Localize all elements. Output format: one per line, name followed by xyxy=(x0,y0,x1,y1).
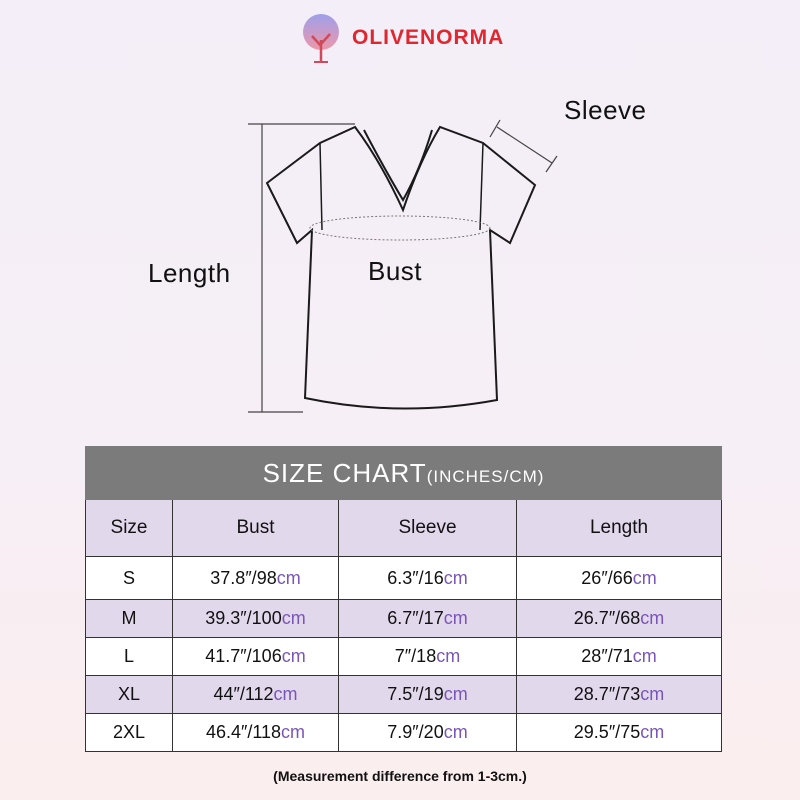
cell-sleeve: 6.3″/16cm xyxy=(338,556,517,600)
unit-label: cm xyxy=(640,684,665,704)
cell-length: 28″/71cm xyxy=(515,637,723,676)
size-chart-title: SIZE CHART(INCHES/CM) xyxy=(84,446,723,500)
table-row: XL 44″/112cm 7.5″/19cm 28.7″/73cm xyxy=(85,675,723,714)
cell-bust: 37.8″/98cm xyxy=(172,556,339,600)
table-row: M 39.3″/100cm 6.7″/17cm 26.7″/68cm xyxy=(85,599,723,638)
tree-logo-icon xyxy=(303,14,339,63)
unit-label: cm xyxy=(640,608,665,628)
unit-label: cm xyxy=(276,567,301,588)
cell-bust: 46.4″/118cm xyxy=(172,713,339,752)
cell-length: 26″/66cm xyxy=(515,556,723,600)
unit-label: cm xyxy=(281,722,306,742)
unit-label: cm xyxy=(443,567,468,588)
brand-name: OLIVENORMA xyxy=(352,26,505,49)
table-row: L 41.7″/106cm 7″/18cm 28″/71cm xyxy=(85,637,723,676)
cell-length: 28.7″/73cm xyxy=(515,675,723,714)
unit-label: cm xyxy=(640,722,665,742)
bust-label: Bust xyxy=(368,256,423,286)
header-sleeve: Sleeve xyxy=(338,499,517,557)
table-row: 2XL 46.4″/118cm 7.9″/20cm 29.5″/75cm xyxy=(85,713,723,752)
cell-sleeve: 7.5″/19cm xyxy=(338,675,517,714)
cell-sleeve: 6.7″/17cm xyxy=(338,599,517,638)
header-length: Length xyxy=(515,499,723,557)
length-label: Length xyxy=(148,258,231,288)
cell-size: XL xyxy=(85,675,173,714)
unit-label: cm xyxy=(443,684,468,704)
cell-length: 26.7″/68cm xyxy=(515,599,723,638)
header-size: Size xyxy=(85,499,173,557)
cell-size: S xyxy=(85,556,173,600)
brand-logo: OLIVENORMA xyxy=(298,10,504,66)
tshirt-diagram xyxy=(248,119,558,413)
cell-bust: 44″/112cm xyxy=(172,675,339,714)
bust-line xyxy=(309,215,491,241)
sleeve-measure-line xyxy=(489,119,558,173)
cell-size: 2XL xyxy=(85,713,173,752)
cell-bust: 39.3″/100cm xyxy=(172,599,339,638)
unit-label: cm xyxy=(443,722,468,742)
cell-sleeve: 7″/18cm xyxy=(338,637,517,676)
length-measure-line xyxy=(248,123,355,413)
cell-size: M xyxy=(85,599,173,638)
cell-size: L xyxy=(85,637,173,676)
unit-label: cm xyxy=(273,684,298,704)
sleeve-label: Sleeve xyxy=(564,95,647,125)
cell-length: 29.5″/75cm xyxy=(515,713,723,752)
unit-label: cm xyxy=(281,646,306,666)
footer-note: (Measurement difference from 1-3cm.) xyxy=(273,768,527,784)
cell-sleeve: 7.9″/20cm xyxy=(338,713,517,752)
size-chart-table: SIZE CHART(INCHES/CM) Size Bust Sleeve L… xyxy=(84,446,723,752)
unit-label: cm xyxy=(436,646,461,666)
table-row: S 37.8″/98cm 6.3″/16cm 26″/66cm xyxy=(85,556,723,600)
unit-label: cm xyxy=(281,608,306,628)
unit-label: cm xyxy=(443,608,468,628)
header-bust: Bust xyxy=(172,499,339,557)
unit-label: cm xyxy=(632,646,657,666)
unit-label: cm xyxy=(632,567,657,588)
cell-bust: 41.7″/106cm xyxy=(172,637,339,676)
